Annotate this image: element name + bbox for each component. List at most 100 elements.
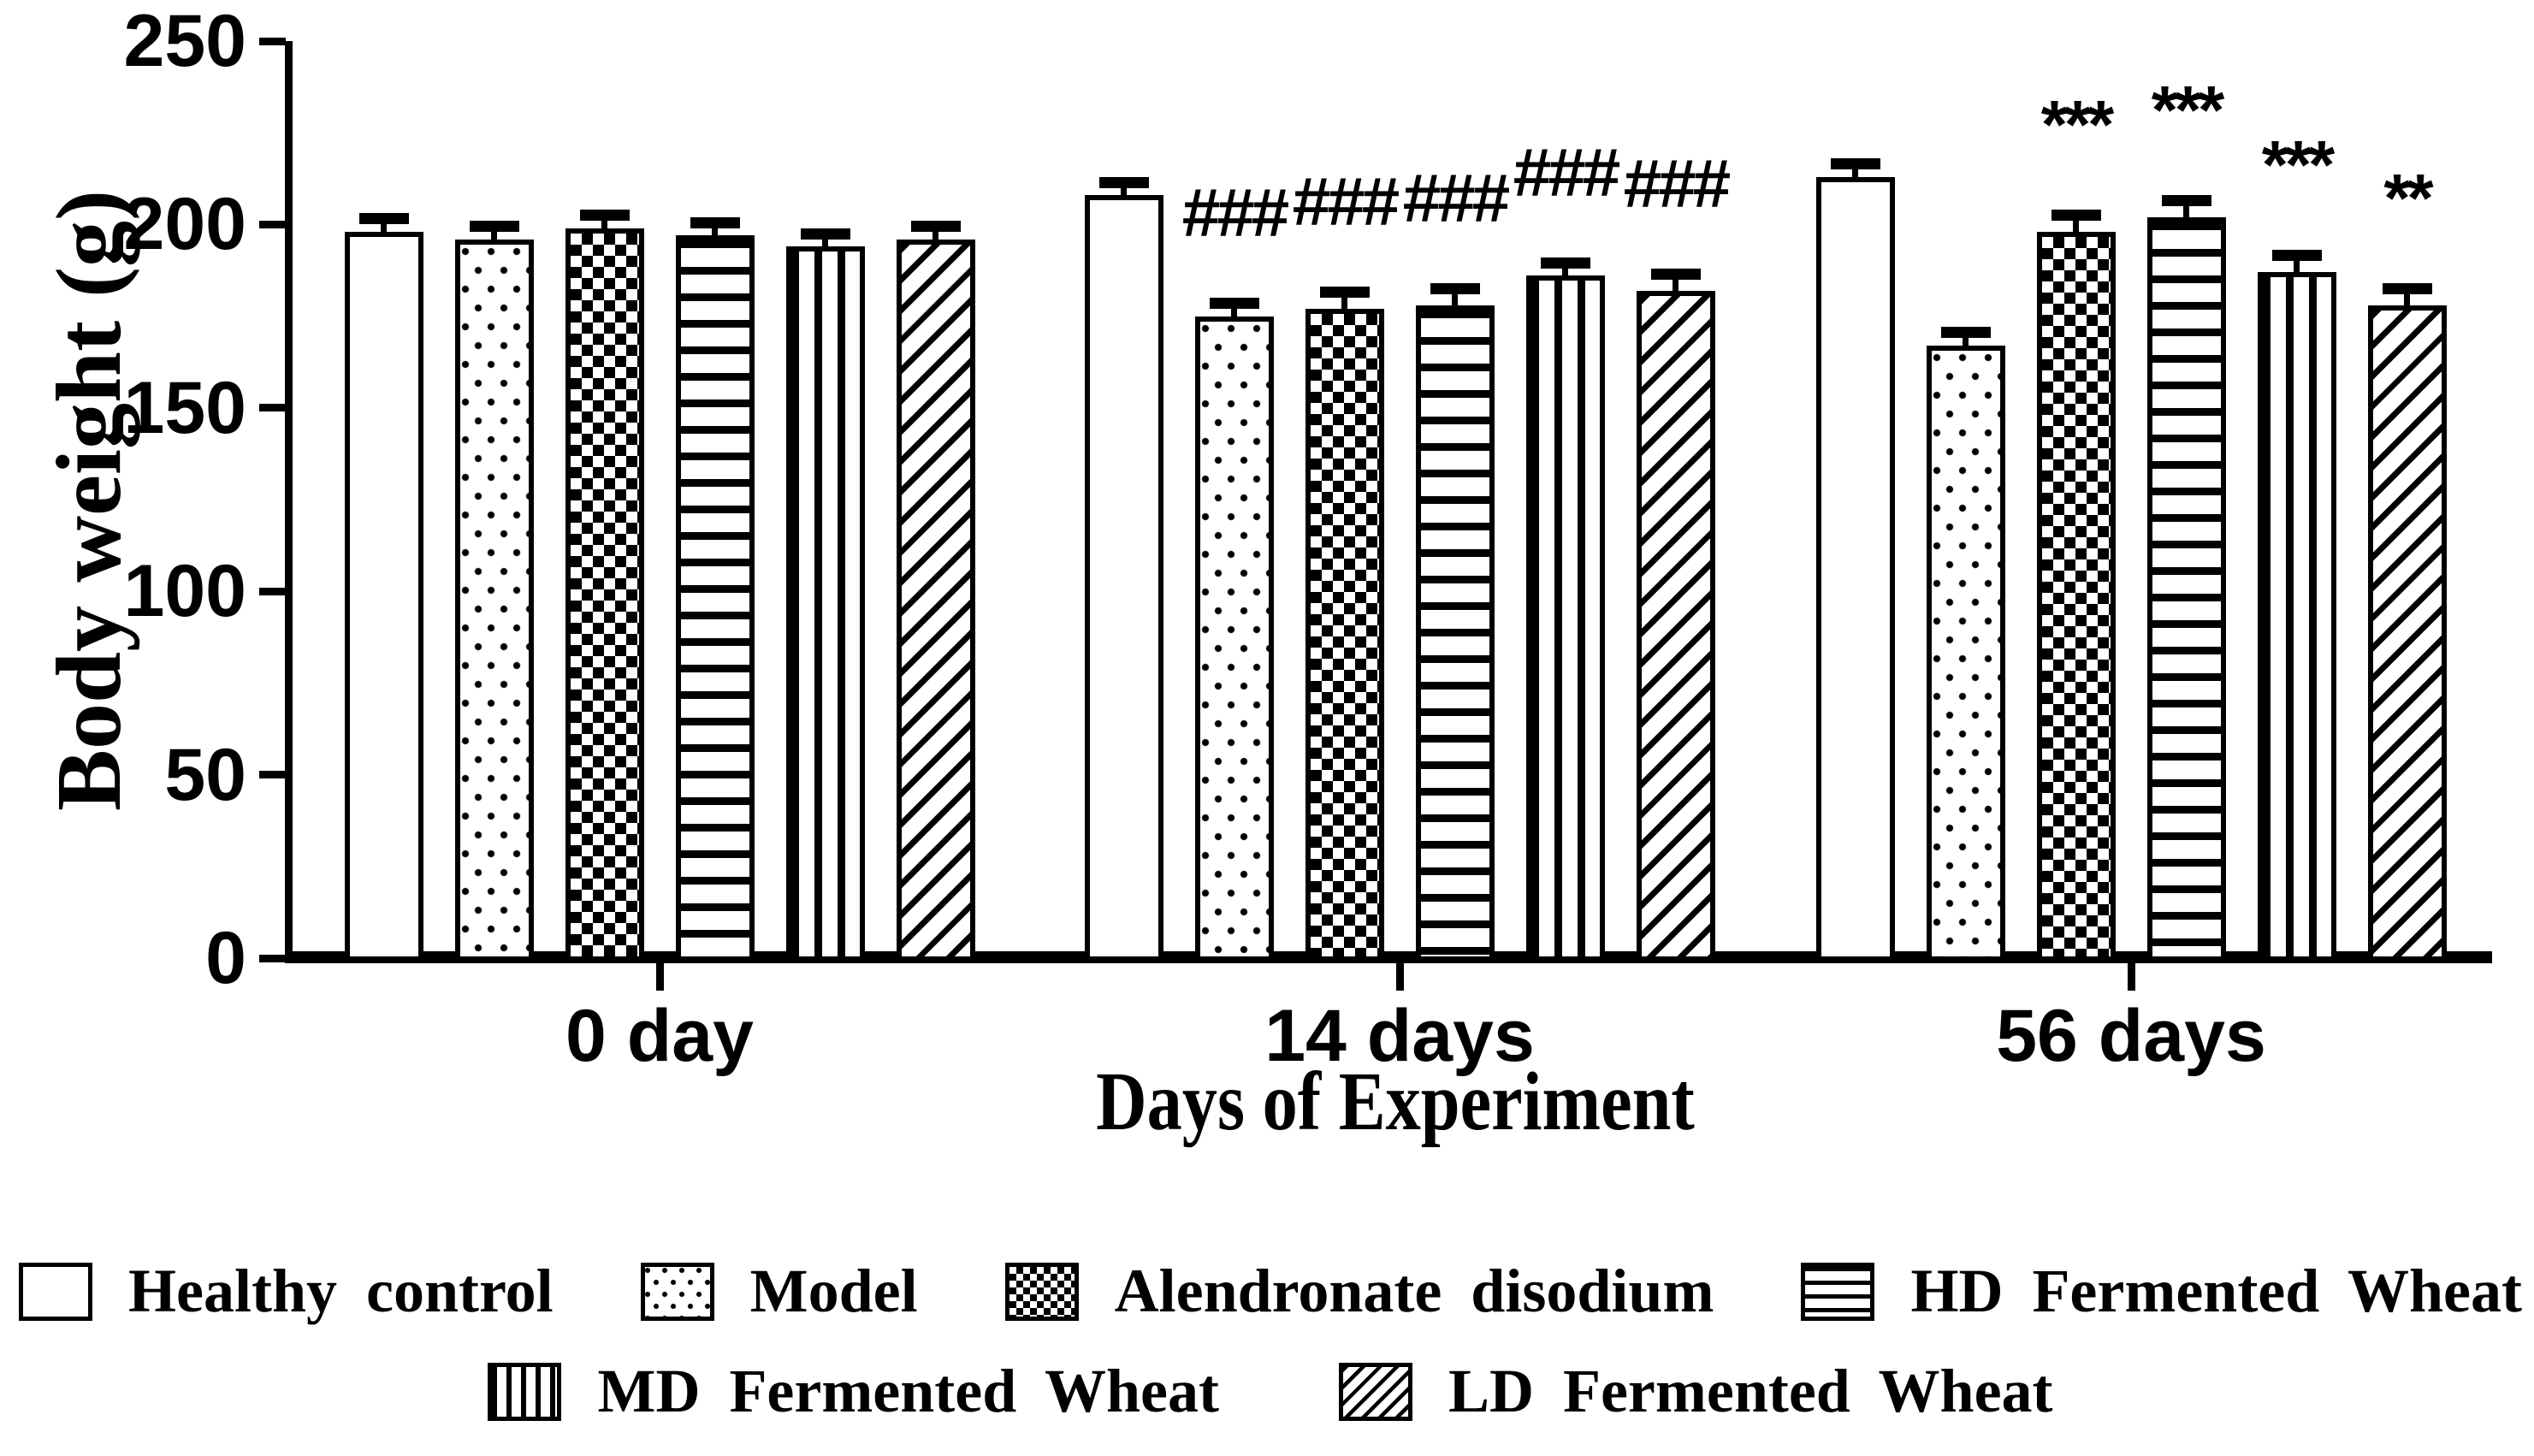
error-bar-whisker <box>491 231 497 243</box>
x-axis-tick-label: 14 days <box>1264 995 1535 1077</box>
checker-pattern-swatch-icon <box>1004 1262 1079 1321</box>
legend-label-healthy-control: Healthy control <box>128 1257 554 1325</box>
bar-hd-fermented-wheat-0-day <box>675 235 755 962</box>
vlines-pattern-swatch-icon <box>488 1362 562 1421</box>
plot-area: Body weight (g) Days of Experiment 0 50 10… <box>38 0 2492 1148</box>
bar-model-0-day <box>454 239 534 962</box>
legend-item-ld-fermented-wheat: LD Fermented Wheat <box>1338 1356 2053 1427</box>
error-bar-cap <box>1209 298 1259 310</box>
error-bar-cap <box>1430 282 1480 294</box>
bar-hd-fermented-wheat-56-days <box>2146 216 2226 962</box>
bar-model-14-days <box>1194 316 1274 962</box>
bar-alendronate-disodium-56-days <box>2036 231 2116 962</box>
x-axis-tick <box>655 958 664 991</box>
y-axis-tick-label: 250 <box>123 0 247 82</box>
error-bar-whisker <box>2404 293 2410 309</box>
bar-md-fermented-wheat-0-day <box>785 246 865 962</box>
y-axis-tick-label: 0 <box>205 917 246 999</box>
bar-alendronate-disodium-14-days <box>1305 309 1384 962</box>
error-bar-cap <box>2051 210 2101 222</box>
bar-healthy-control-14-days <box>1084 195 1163 962</box>
error-bar-cap <box>1098 176 1149 188</box>
bar-ld-fermented-wheat-56-days <box>2367 305 2447 962</box>
y-axis-tick <box>259 771 286 779</box>
x-axis-tick-label: 0 day <box>565 995 754 1077</box>
bar-ld-fermented-wheat-0-day <box>896 239 975 962</box>
legend: Healthy control Model Alendronate disodium… <box>19 1256 2522 1427</box>
error-bar-cap <box>1319 287 1370 299</box>
y-axis-tick-label: 100 <box>123 550 247 633</box>
bar-healthy-control-0-day <box>344 231 423 962</box>
significance-annotation: ### <box>1181 175 1289 252</box>
error-bar-whisker <box>932 231 938 243</box>
error-bar-whisker <box>1852 169 1858 181</box>
error-bar-whisker <box>1341 298 1347 313</box>
error-bar-whisker <box>1231 309 1237 320</box>
y-axis-tick <box>259 220 286 228</box>
error-bar-cap <box>690 216 740 228</box>
error-bar-whisker <box>2294 261 2300 276</box>
error-bar-whisker <box>712 228 718 240</box>
error-bar-whisker <box>1121 187 1127 199</box>
bar-hd-fermented-wheat-14-days <box>1415 305 1495 962</box>
diag-pattern-swatch-icon <box>1338 1362 1412 1421</box>
error-bar-whisker <box>601 221 607 232</box>
error-bar-cap <box>358 213 409 225</box>
y-axis-tick <box>259 587 286 595</box>
y-axis-tick-label: 200 <box>123 183 247 266</box>
error-bar-whisker <box>1562 268 1568 280</box>
error-bar-cap <box>1940 327 1991 339</box>
bar-md-fermented-wheat-14-days <box>1525 275 1605 962</box>
legend-item-healthy-control: Healthy control <box>19 1256 554 1327</box>
legend-label-alendronate-disodium: Alendronate disodium <box>1114 1257 1714 1325</box>
plain-pattern-swatch-icon <box>19 1262 92 1321</box>
bar-model-56-days <box>1926 345 2005 962</box>
significance-annotation: *** <box>2151 71 2224 148</box>
x-axis-tick <box>2127 958 2135 991</box>
error-bar-whisker <box>381 224 387 235</box>
legend-label-ld-fermented-wheat: LD Fermented Wheat <box>1448 1357 2053 1425</box>
significance-annotation: *** <box>2261 127 2335 204</box>
error-bar-whisker <box>2183 205 2189 221</box>
error-bar-cap <box>1830 158 1880 170</box>
significance-annotation: ** <box>2383 159 2433 236</box>
error-bar-cap <box>2161 194 2211 206</box>
error-bar-whisker <box>2073 221 2079 235</box>
error-bar-cap <box>1540 257 1590 269</box>
legend-rows: Healthy control Model Alendronate disodium… <box>19 1256 2522 1427</box>
legend-item-md-fermented-wheat: MD Fermented Wheat <box>488 1356 1219 1427</box>
y-axis-tick <box>259 404 286 412</box>
dots-pattern-swatch-icon <box>640 1262 714 1321</box>
legend-item-hd-fermented-wheat: HD Fermented Wheat <box>1801 1256 2522 1327</box>
significance-annotation: ### <box>1402 159 1510 236</box>
error-bar-cap <box>579 210 630 222</box>
bar-ld-fermented-wheat-14-days <box>1636 290 1715 962</box>
y-axis-line <box>285 41 293 958</box>
error-bar-whisker <box>1673 279 1678 294</box>
x-axis-tick <box>1395 958 1404 991</box>
error-bar-cap <box>2382 282 2432 294</box>
error-bar-whisker <box>1963 338 1969 349</box>
error-bar-cap <box>800 228 850 240</box>
bar-healthy-control-56-days <box>1815 176 1895 962</box>
bar-md-fermented-wheat-56-days <box>2257 272 2336 962</box>
hlines-pattern-swatch-icon <box>1801 1262 1875 1321</box>
y-axis-tick-label: 50 <box>164 733 246 816</box>
error-bar-cap <box>1650 268 1701 280</box>
x-axis-tick-label: 56 days <box>1996 995 2266 1077</box>
error-bar-cap <box>2271 250 2322 262</box>
bar-alendronate-disodium-0-day <box>565 228 644 962</box>
legend-item-model: Model <box>640 1256 918 1327</box>
significance-annotation: *** <box>2040 86 2114 163</box>
y-axis-tick <box>259 954 286 962</box>
y-axis-title: Body weight (g) <box>38 190 140 811</box>
error-bar-whisker <box>1452 293 1458 309</box>
x-axis-title: Days of Experiment <box>1096 1056 1695 1148</box>
legend-label-model: Model <box>749 1257 918 1325</box>
legend-row-2: MD Fermented Wheat LD Fermented Wheat <box>19 1356 2522 1427</box>
significance-annotation: ### <box>1292 163 1400 240</box>
y-axis-tick <box>259 37 286 45</box>
error-bar-cap <box>910 220 961 232</box>
y-axis-tick-label: 150 <box>123 366 247 449</box>
